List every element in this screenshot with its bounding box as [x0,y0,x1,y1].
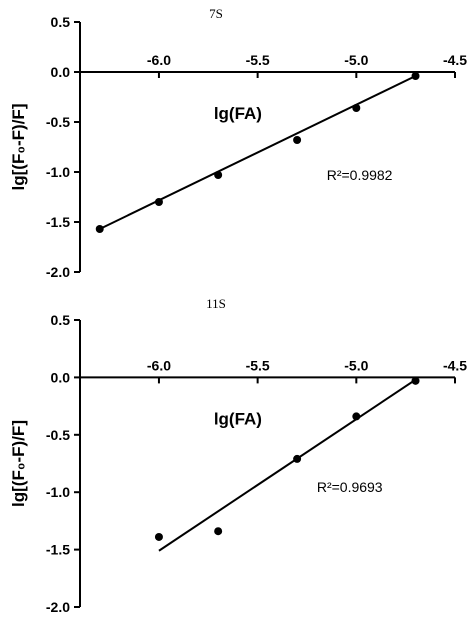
data-point [214,171,223,179]
x-tick-label: -5.5 [246,52,270,68]
data-point [154,198,163,206]
y-tick-label: 0.0 [51,369,71,385]
y-tick-label: 0.5 [51,14,71,30]
x-tick-label: -5.5 [246,357,270,373]
chart-title: 11S [206,296,226,311]
fit-line [99,75,416,230]
r-squared-annotation: R²=0.9693 [317,479,383,495]
x-axis-label: lg(FA) [214,104,262,123]
y-tick-label: -2.0 [46,264,70,280]
fit-line [158,378,417,552]
data-point [214,527,223,536]
data-point [154,532,163,541]
y-tick-label: -1.5 [46,214,70,230]
data-point [411,376,420,385]
y-tick-label: 0.5 [51,312,71,328]
y-tick-label: 0.0 [51,64,71,80]
data-point [411,72,420,80]
data-point [352,104,361,112]
data-point [293,454,302,463]
data-point [352,412,361,421]
chart-panel-1: 7S 0.5 0.0 -0.5 -1.0 -1.5 -2.0 -6.0 -5.5 -5.0 -4.5… [9,6,467,280]
y-axis-label: lg[(F₀-F)/F] [9,420,28,507]
x-tick-label: -5.0 [344,52,368,68]
r-squared-annotation: R²=0.9982 [327,167,393,183]
y-tick-label: -0.5 [46,114,70,130]
data-point [293,136,302,144]
chart-title: 7S [209,6,223,21]
y-tick-label: -1.0 [46,484,70,500]
x-tick-label: -6.0 [147,52,171,68]
x-axis-label: lg(FA) [214,409,262,428]
y-tick-label: -1.0 [46,164,70,180]
x-tick-label: -6.0 [147,357,171,373]
chart-panel-2: 11S 0.5 0.0 -0.5 -1.0 -1.5 -2.0 -6.0 -5.5 -5.0 -4.… [9,296,467,615]
y-tick-label: -2.0 [46,599,70,615]
x-tick-label: -4.5 [443,52,467,68]
x-tick-label: -5.0 [344,357,368,373]
x-tick-label: -4.5 [443,357,467,373]
y-tick-label: -1.5 [46,542,70,558]
y-axis-label: lg[(F₀-F)/F] [9,104,28,191]
y-tick-label: -0.5 [46,427,70,443]
data-point [95,225,104,233]
